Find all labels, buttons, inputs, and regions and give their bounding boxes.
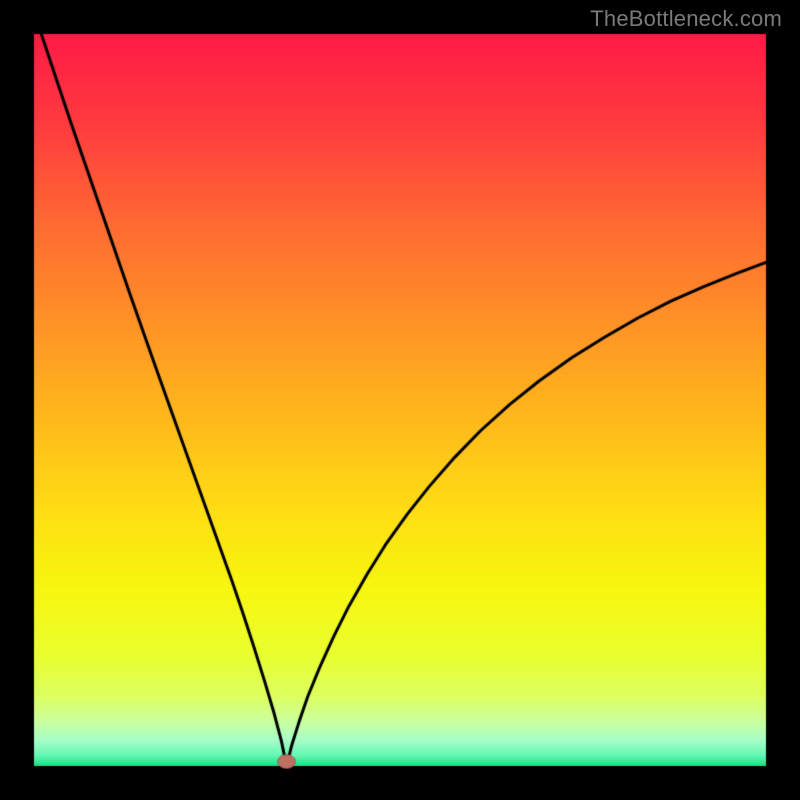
chart-container: TheBottleneck.com: [0, 0, 800, 800]
bottleneck-chart-canvas: [0, 0, 800, 800]
watermark-text: TheBottleneck.com: [590, 6, 782, 32]
